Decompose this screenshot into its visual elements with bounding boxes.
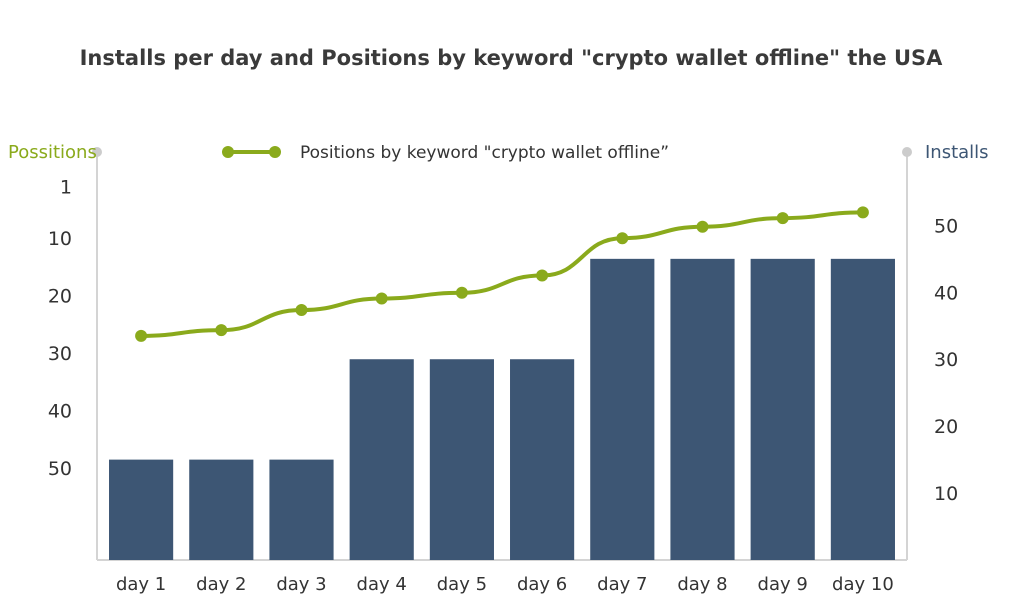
bar-9 — [750, 258, 815, 560]
left-tick-label: 20 — [48, 286, 72, 308]
positions-line — [141, 210, 863, 338]
chart-title: Installs per day and Positions by keywor… — [80, 46, 944, 70]
bar-2 — [189, 459, 254, 560]
legend-marker-left — [222, 146, 234, 158]
x-tick-label: day 5 — [437, 574, 487, 595]
left-ticks: 1 10 20 30 40 50 — [48, 176, 72, 480]
bar-3 — [269, 459, 334, 560]
bar-10 — [830, 258, 895, 560]
left-tick-label: 1 — [60, 176, 72, 198]
positions-point-6 — [536, 269, 549, 282]
x-tick-label: day 3 — [276, 574, 326, 595]
positions-point-10 — [856, 206, 869, 219]
x-tick-label: day 9 — [758, 574, 808, 595]
right-axis-title: Installs — [925, 142, 989, 163]
x-ticks: day 1 day 2 day 3 day 4 day 5 day 6 day 7 day 8… — [116, 574, 894, 595]
left-tick-label: 30 — [48, 343, 72, 365]
right-tick-label: 40 — [934, 282, 958, 304]
x-tick-label: day 1 — [116, 574, 166, 595]
positions-point-9 — [776, 212, 789, 225]
positions-point-2 — [215, 324, 228, 337]
line-group — [135, 206, 869, 342]
right-tick-label: 10 — [934, 483, 958, 505]
legend-marker-right — [269, 146, 281, 158]
x-tick-label: day 8 — [677, 574, 727, 595]
x-tick-label: day 2 — [196, 574, 246, 595]
x-tick-label: day 10 — [832, 574, 894, 595]
bar-6 — [510, 359, 575, 560]
right-tick-label: 30 — [934, 349, 958, 371]
legend: Positions by keyword "crypto wallet offl… — [222, 143, 669, 163]
left-tick-label: 40 — [48, 401, 72, 423]
positions-point-7 — [616, 232, 629, 245]
x-tick-label: day 6 — [517, 574, 567, 595]
x-tick-label: day 7 — [597, 574, 647, 595]
right-ticks: 10 20 30 40 50 — [934, 215, 958, 505]
positions-point-1 — [135, 329, 148, 342]
x-tick-label: day 4 — [357, 574, 407, 595]
positions-point-3 — [295, 304, 308, 317]
bar-5 — [429, 359, 494, 560]
right-tick-label: 20 — [934, 416, 958, 438]
bar-4 — [349, 359, 414, 560]
left-axis-title: Possitions — [8, 142, 97, 163]
positions-point-8 — [696, 220, 709, 233]
left-axis-cap — [92, 147, 102, 157]
bar-8 — [670, 258, 735, 560]
left-tick-label: 50 — [48, 458, 72, 480]
right-tick-label: 50 — [934, 215, 958, 237]
positions-point-4 — [375, 292, 388, 305]
legend-label: Positions by keyword "crypto wallet offl… — [300, 143, 669, 163]
bar-1 — [109, 459, 174, 560]
left-tick-label: 10 — [48, 228, 72, 250]
positions-point-5 — [455, 286, 468, 299]
bars-group — [109, 258, 895, 560]
right-axis-cap — [902, 147, 912, 157]
bar-7 — [590, 258, 655, 560]
